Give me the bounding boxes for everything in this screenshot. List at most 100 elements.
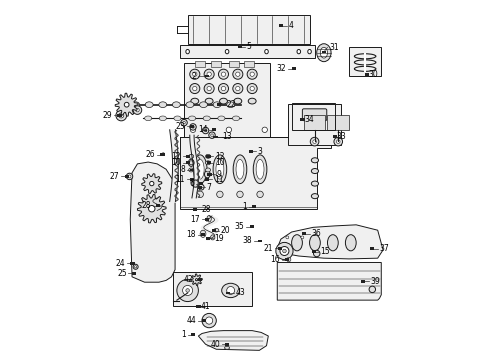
Text: 38: 38 (243, 237, 252, 246)
Ellipse shape (207, 216, 211, 222)
Ellipse shape (189, 154, 194, 158)
Ellipse shape (233, 84, 243, 94)
Ellipse shape (221, 86, 225, 91)
Bar (238, 45, 242, 48)
Bar (124, 175, 129, 178)
Polygon shape (188, 15, 310, 44)
Bar (156, 204, 160, 207)
Ellipse shape (197, 191, 203, 198)
Ellipse shape (193, 86, 197, 91)
Bar (327, 116, 349, 130)
Ellipse shape (257, 191, 263, 198)
Ellipse shape (247, 69, 257, 79)
Ellipse shape (116, 110, 126, 121)
Ellipse shape (204, 129, 207, 132)
Ellipse shape (311, 194, 318, 199)
Ellipse shape (207, 72, 211, 76)
Text: 13: 13 (222, 132, 232, 141)
Ellipse shape (189, 168, 194, 172)
Bar (206, 155, 211, 158)
Text: 8: 8 (181, 166, 186, 175)
Bar (244, 61, 254, 67)
Bar (226, 292, 230, 294)
Ellipse shape (191, 98, 199, 104)
Ellipse shape (192, 126, 194, 128)
Ellipse shape (224, 346, 230, 349)
Ellipse shape (311, 158, 318, 163)
Text: 11: 11 (214, 175, 223, 184)
Ellipse shape (190, 127, 196, 132)
Bar (132, 272, 136, 275)
Bar (205, 75, 210, 77)
Ellipse shape (211, 134, 213, 136)
Ellipse shape (248, 98, 256, 104)
Ellipse shape (265, 49, 269, 54)
Text: 26: 26 (146, 150, 155, 159)
Bar (197, 186, 202, 189)
Text: 43: 43 (235, 288, 245, 297)
Ellipse shape (320, 47, 327, 58)
Bar (322, 50, 326, 53)
Ellipse shape (308, 49, 311, 54)
Text: 24: 24 (116, 259, 125, 268)
Polygon shape (180, 137, 331, 209)
Ellipse shape (234, 98, 242, 104)
Ellipse shape (226, 127, 232, 132)
Polygon shape (115, 93, 138, 116)
Ellipse shape (190, 124, 196, 130)
Text: 29: 29 (103, 111, 112, 120)
Ellipse shape (220, 98, 227, 104)
Bar (130, 262, 135, 265)
Ellipse shape (196, 159, 204, 179)
Text: 10: 10 (172, 158, 181, 167)
Ellipse shape (237, 191, 243, 198)
Text: 10: 10 (215, 158, 225, 167)
Ellipse shape (311, 168, 318, 174)
Text: 20: 20 (221, 226, 231, 235)
Bar (279, 24, 283, 27)
Ellipse shape (149, 181, 154, 186)
Text: 25: 25 (117, 269, 126, 278)
Text: 7: 7 (207, 183, 212, 192)
Bar (302, 232, 306, 235)
Ellipse shape (369, 286, 375, 293)
Text: 19: 19 (215, 234, 224, 243)
Ellipse shape (193, 72, 197, 76)
Ellipse shape (128, 175, 131, 178)
Bar (186, 155, 190, 158)
Ellipse shape (159, 116, 167, 121)
Text: 31: 31 (329, 43, 339, 52)
Text: 6: 6 (189, 179, 194, 188)
Bar (207, 173, 212, 176)
Text: 12: 12 (215, 152, 225, 161)
Ellipse shape (345, 235, 356, 251)
Ellipse shape (250, 86, 254, 91)
Bar (186, 161, 190, 164)
Ellipse shape (310, 137, 319, 146)
Ellipse shape (211, 235, 215, 240)
Bar (365, 73, 369, 76)
Ellipse shape (250, 72, 254, 76)
Bar (333, 135, 337, 138)
Bar (225, 343, 229, 346)
Bar (370, 247, 374, 250)
Bar (184, 63, 270, 137)
Bar (173, 272, 252, 306)
Ellipse shape (174, 116, 181, 121)
Text: 44: 44 (187, 316, 196, 325)
Ellipse shape (276, 242, 293, 260)
Ellipse shape (192, 180, 199, 187)
Ellipse shape (205, 168, 211, 172)
Ellipse shape (183, 285, 193, 296)
Text: 37: 37 (379, 244, 389, 253)
Ellipse shape (203, 116, 210, 121)
Text: 28: 28 (142, 201, 151, 210)
Ellipse shape (159, 102, 167, 108)
Ellipse shape (213, 102, 221, 108)
Text: 15: 15 (320, 247, 330, 256)
Bar (193, 208, 197, 211)
Bar (191, 333, 195, 336)
Text: 9: 9 (216, 170, 221, 179)
Ellipse shape (202, 127, 209, 134)
Polygon shape (142, 174, 162, 194)
